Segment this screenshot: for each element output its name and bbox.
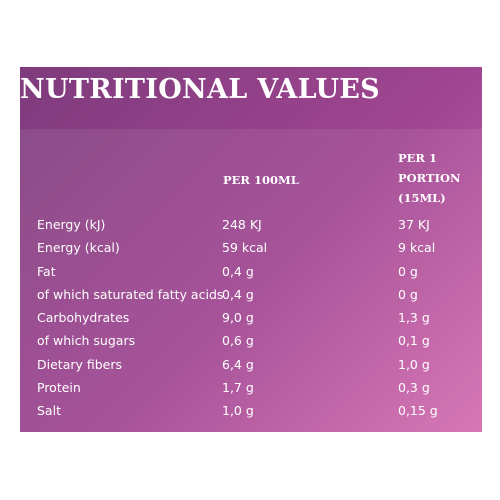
value-per-portion: 37 KJ — [398, 217, 430, 232]
nutrient-label: Fat — [37, 263, 56, 279]
value-per-portion: 1,0 g — [398, 356, 430, 372]
table-row: Salt 1,0 g 0,15 g — [20, 399, 482, 422]
nutrient-label: Salt — [37, 403, 61, 419]
value-per-100ml: 0,6 g — [222, 333, 254, 349]
column-header-per-portion-line: PORTION — [398, 171, 461, 185]
table-row: Energy (kJ) 248 KJ 37 KJ — [20, 213, 482, 236]
value-per-100ml: 9,0 g — [222, 310, 254, 326]
nutrition-table: Energy (kJ) 248 KJ 37 KJ Energy (kcal) 5… — [20, 213, 482, 423]
column-header-per-portion: PER 1 PORTION (15ML) — [398, 148, 461, 208]
table-row: Dietary fibers 6,4 g 1,0 g — [20, 353, 482, 376]
nutrient-label: Protein — [37, 380, 81, 396]
value-per-100ml: 248 KJ — [222, 217, 262, 232]
column-header-per-100ml: PER 100ML — [223, 173, 299, 187]
table-background — [20, 129, 482, 432]
column-header-per-portion-line: PER 1 — [398, 151, 437, 165]
table-row: Carbohydrates 9,0 g 1,3 g — [20, 306, 482, 329]
value-per-100ml: 0,4 g — [222, 286, 254, 302]
value-per-portion: 0 g — [398, 263, 418, 279]
table-row: Fat 0,4 g 0 g — [20, 260, 482, 283]
value-per-100ml: 1,7 g — [222, 380, 254, 396]
nutrition-panel: NUTRITIONAL VALUES PER 100ML PER 1 PORTI… — [20, 67, 482, 432]
table-row: of which saturated fatty acids 0,4 g 0 g — [20, 283, 482, 306]
column-header-per-portion-line: (15ML) — [398, 191, 446, 205]
value-per-portion: 0,15 g — [398, 403, 438, 419]
value-per-portion: 1,3 g — [398, 310, 430, 326]
table-row: Protein 1,7 g 0,3 g — [20, 376, 482, 399]
panel-title: NUTRITIONAL VALUES — [20, 74, 380, 105]
nutrient-label: of which sugars — [37, 333, 136, 349]
nutrient-label: Energy (kcal) — [37, 240, 120, 256]
value-per-100ml: 1,0 g — [222, 403, 254, 419]
value-per-portion: 0,1 g — [398, 333, 430, 349]
value-per-portion: 0,3 g — [398, 380, 430, 396]
value-per-100ml: 59 kcal — [222, 240, 268, 256]
nutrient-label: Energy (kJ) — [37, 217, 106, 232]
value-per-100ml: 6,4 g — [222, 356, 254, 372]
nutrient-label: Dietary fibers — [37, 356, 123, 372]
table-row: Energy (kcal) 59 kcal 9 kcal — [20, 236, 482, 259]
value-per-100ml: 0,4 g — [222, 263, 254, 279]
table-row: of which sugars 0,6 g 0,1 g — [20, 329, 482, 352]
nutrient-label: Carbohydrates — [37, 310, 130, 326]
value-per-portion: 0 g — [398, 286, 418, 302]
nutrient-label: of which saturated fatty acids — [37, 286, 224, 302]
value-per-portion: 9 kcal — [398, 240, 436, 256]
